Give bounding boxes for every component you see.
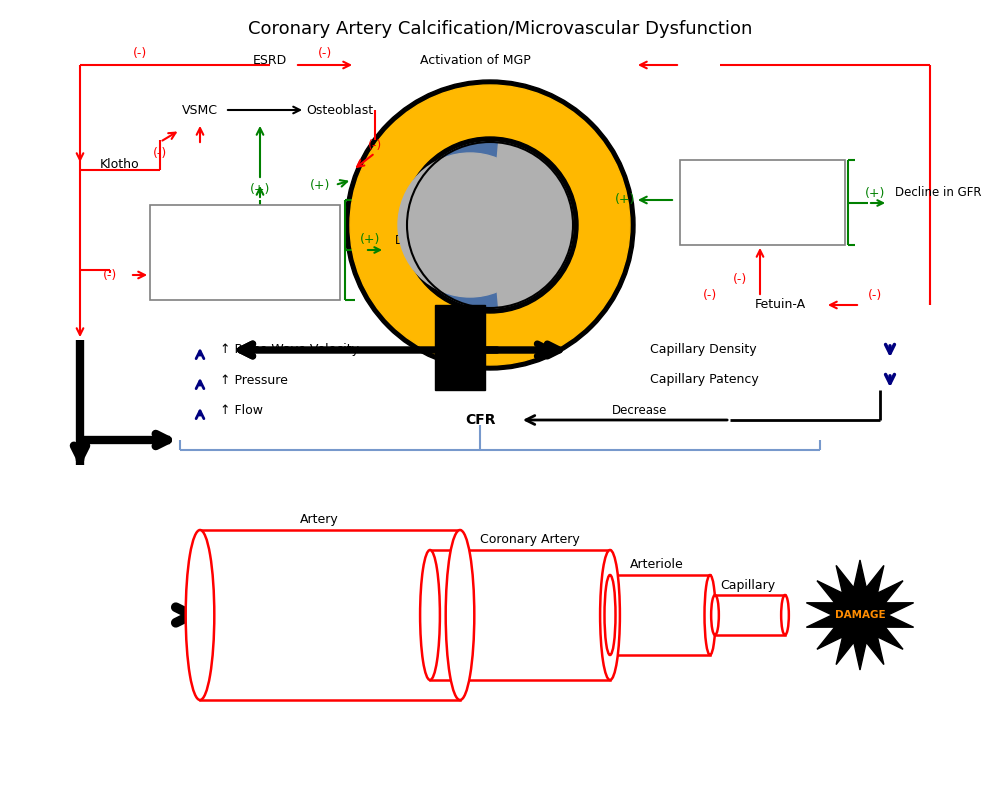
Text: DAMAGE: DAMAGE xyxy=(835,610,885,620)
Polygon shape xyxy=(806,560,914,670)
Text: (+): (+) xyxy=(615,193,635,207)
Bar xyxy=(430,550,610,680)
Text: (+): (+) xyxy=(310,179,330,192)
Text: (+): (+) xyxy=(865,187,885,200)
Wedge shape xyxy=(407,142,497,308)
Text: Capillary Patency: Capillary Patency xyxy=(650,374,759,386)
Text: VSMC: VSMC xyxy=(182,103,218,117)
Ellipse shape xyxy=(420,550,440,680)
Text: (-): (-) xyxy=(703,289,717,301)
Bar xyxy=(610,575,710,655)
FancyBboxPatch shape xyxy=(150,205,340,300)
Text: (+): (+) xyxy=(250,184,270,196)
Text: Klotho: Klotho xyxy=(100,158,140,172)
Text: CFR: CFR xyxy=(465,413,495,427)
Text: Decline in GFR: Decline in GFR xyxy=(895,187,982,200)
Text: Oxidative Stress: Oxidative Stress xyxy=(160,263,257,276)
Text: Decline in GFR: Decline in GFR xyxy=(395,234,482,246)
Text: imbalance: imbalance xyxy=(160,247,221,260)
Text: (-): (-) xyxy=(733,273,747,286)
FancyBboxPatch shape xyxy=(680,160,845,245)
Bar xyxy=(715,595,785,635)
Circle shape xyxy=(398,153,542,297)
Text: (-): (-) xyxy=(153,146,167,160)
Ellipse shape xyxy=(604,575,616,655)
Text: Capillary Density: Capillary Density xyxy=(650,343,757,356)
Text: ↑ Pulse Wave Velocity: ↑ Pulse Wave Velocity xyxy=(220,343,359,356)
Text: CPP's: CPP's xyxy=(160,279,192,292)
Ellipse shape xyxy=(186,530,214,700)
Text: (-): (-) xyxy=(318,46,332,60)
Text: Artery: Artery xyxy=(300,514,339,526)
Text: Activation of MGP: Activation of MGP xyxy=(420,53,531,67)
Text: Osteoblast: Osteoblast xyxy=(306,103,374,117)
Circle shape xyxy=(407,142,573,308)
Text: Coronary Artery Calcification/Microvascular Dysfunction: Coronary Artery Calcification/Microvascu… xyxy=(248,20,752,38)
Text: (+): (+) xyxy=(360,234,380,246)
Text: Capillary: Capillary xyxy=(720,579,775,591)
Text: (-): (-) xyxy=(368,138,382,152)
Text: Decrease: Decrease xyxy=(612,404,668,417)
Text: (-): (-) xyxy=(868,289,882,301)
Text: Mineralization: Mineralization xyxy=(690,215,774,228)
Text: ESRD: ESRD xyxy=(253,53,287,67)
Ellipse shape xyxy=(600,550,620,680)
Bar xyxy=(200,530,460,700)
Text: Calcium/Phosphate: Calcium/Phosphate xyxy=(160,233,274,246)
Text: ↑ Pressure: ↑ Pressure xyxy=(220,374,288,386)
Text: Inflammation: Inflammation xyxy=(690,192,769,205)
Text: (-): (-) xyxy=(103,269,117,281)
Text: Coronary Artery: Coronary Artery xyxy=(480,533,580,546)
Ellipse shape xyxy=(711,595,719,635)
Text: (-): (-) xyxy=(133,46,147,60)
Ellipse shape xyxy=(704,575,716,655)
Text: Lipid Deposition: Lipid Deposition xyxy=(690,170,785,183)
Text: Arteriole: Arteriole xyxy=(630,559,684,572)
Circle shape xyxy=(402,137,578,313)
Bar xyxy=(435,305,485,390)
Ellipse shape xyxy=(446,530,474,700)
Text: Fetuin-A: Fetuin-A xyxy=(754,298,806,312)
Circle shape xyxy=(350,85,630,365)
Circle shape xyxy=(345,80,635,370)
Text: Inflammation: Inflammation xyxy=(160,215,239,228)
Text: (+): (+) xyxy=(250,228,270,242)
Ellipse shape xyxy=(781,595,789,635)
Text: ↑ Flow: ↑ Flow xyxy=(220,404,263,417)
